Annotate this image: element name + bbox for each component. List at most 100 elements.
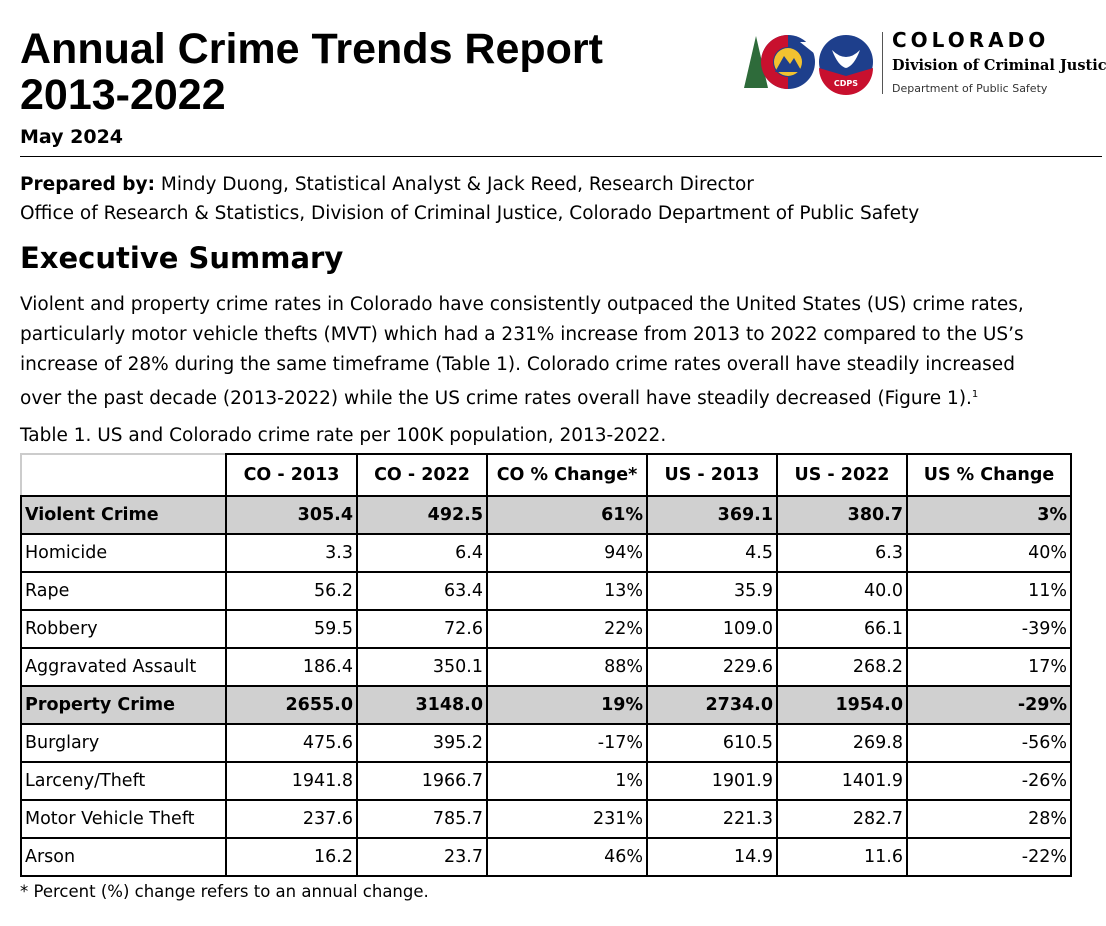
table-cell: 16.2 bbox=[225, 837, 358, 877]
table-cell: 17% bbox=[906, 647, 1072, 687]
table-cell: 380.7 bbox=[776, 495, 908, 535]
row-label: Homicide bbox=[20, 533, 227, 573]
row-label: Aggravated Assault bbox=[20, 647, 227, 687]
category-row: Violent Crime 305.4 492.5 61% 369.1 380.7 3% bbox=[20, 495, 1072, 535]
table-section: Table 1. US and Colorado crime rate per … bbox=[20, 424, 1072, 903]
column-header: US - 2013 bbox=[646, 453, 778, 497]
table-row: Aggravated Assault 186.4 350.1 88% 229.6 268.… bbox=[20, 647, 1072, 687]
table-cell: 282.7 bbox=[776, 799, 908, 839]
row-label: Property Crime bbox=[20, 685, 227, 725]
column-header-blank bbox=[20, 453, 227, 497]
table-cell: 61% bbox=[486, 495, 648, 535]
cdps-logo: CDPS COLORADO Division of Criminal Justi… bbox=[742, 28, 1106, 98]
prepared-by: Prepared by: Mindy Duong, Statistical An… bbox=[20, 170, 919, 228]
table-cell: 88% bbox=[486, 647, 648, 687]
table-cell: 221.3 bbox=[646, 799, 778, 839]
row-label: Motor Vehicle Theft bbox=[20, 799, 227, 839]
table-cell: 2655.0 bbox=[225, 685, 358, 725]
table-cell: 3148.0 bbox=[356, 685, 488, 725]
table-cell: 231% bbox=[486, 799, 648, 839]
table-row: Burglary 475.6 395.2 -17% 610.5 269.8 -56% bbox=[20, 723, 1072, 763]
table-cell: 23.7 bbox=[356, 837, 488, 877]
table-cell: -29% bbox=[906, 685, 1072, 725]
table-cell: 492.5 bbox=[356, 495, 488, 535]
table-cell: -39% bbox=[906, 609, 1072, 649]
table-cell: 13% bbox=[486, 571, 648, 611]
authors: Mindy Duong, Statistical Analyst & Jack … bbox=[155, 174, 754, 195]
table-cell: 4.5 bbox=[646, 533, 778, 573]
column-header: CO - 2013 bbox=[225, 453, 358, 497]
table-cell: 28% bbox=[906, 799, 1072, 839]
table-cell: 1% bbox=[486, 761, 648, 801]
summary-line: particularly motor vehicle thefts (MVT) … bbox=[20, 324, 1024, 345]
header-divider bbox=[20, 156, 1102, 157]
footnote-ref[interactable]: 1 bbox=[971, 389, 979, 400]
summary-line: Violent and property crime rates in Colo… bbox=[20, 294, 1024, 315]
table-cell: 109.0 bbox=[646, 609, 778, 649]
table-cell: 94% bbox=[486, 533, 648, 573]
table-cell: 14.9 bbox=[646, 837, 778, 877]
table-row: Homicide 3.3 6.4 94% 4.5 6.3 40% bbox=[20, 533, 1072, 573]
summary-line: increase of 28% during the same timefram… bbox=[20, 354, 1015, 375]
logo-badge-text: CDPS bbox=[834, 79, 858, 88]
table-cell: 46% bbox=[486, 837, 648, 877]
table-cell: -56% bbox=[906, 723, 1072, 763]
table-cell: 395.2 bbox=[356, 723, 488, 763]
table-footnote: * Percent (%) change refers to an annual… bbox=[20, 882, 429, 901]
table-cell: 6.3 bbox=[776, 533, 908, 573]
table-cell: 1401.9 bbox=[776, 761, 908, 801]
table-cell: 35.9 bbox=[646, 571, 778, 611]
table-cell: 610.5 bbox=[646, 723, 778, 763]
crime-rate-table: CO - 2013 CO - 2022 CO % Change* US - 2013 U… bbox=[20, 453, 1072, 877]
table-cell: 59.5 bbox=[225, 609, 358, 649]
row-label: Rape bbox=[20, 571, 227, 611]
column-header: CO - 2022 bbox=[356, 453, 488, 497]
table-cell: 2734.0 bbox=[646, 685, 778, 725]
table-cell: 19% bbox=[486, 685, 648, 725]
table-cell: -22% bbox=[906, 837, 1072, 877]
table-cell: 369.1 bbox=[646, 495, 778, 535]
table-cell: 237.6 bbox=[225, 799, 358, 839]
table-cell: 1901.9 bbox=[646, 761, 778, 801]
title-line-2: 2013-2022 bbox=[20, 71, 226, 119]
row-label: Robbery bbox=[20, 609, 227, 649]
logo-department: Department of Public Safety bbox=[892, 82, 1048, 95]
table-cell: 305.4 bbox=[225, 495, 358, 535]
title-line-1: Annual Crime Trends Report bbox=[20, 25, 603, 73]
table-row: Robbery 59.5 72.6 22% 109.0 66.1 -39% bbox=[20, 609, 1072, 649]
table-cell: 229.6 bbox=[646, 647, 778, 687]
category-row: Property Crime 2655.0 3148.0 19% 2734.0 1954.… bbox=[20, 685, 1072, 725]
table-cell: 268.2 bbox=[776, 647, 908, 687]
row-label: Larceny/Theft bbox=[20, 761, 227, 801]
table-cell: 1966.7 bbox=[356, 761, 488, 801]
table-cell: -17% bbox=[486, 723, 648, 763]
table-cell: 3% bbox=[906, 495, 1072, 535]
table-cell: 785.7 bbox=[356, 799, 488, 839]
prepared-label: Prepared by: bbox=[20, 174, 156, 195]
office: Office of Research & Statistics, Divisio… bbox=[20, 203, 920, 224]
table-cell: 1954.0 bbox=[776, 685, 908, 725]
table-cell: 40.0 bbox=[776, 571, 908, 611]
table-cell: 269.8 bbox=[776, 723, 908, 763]
table-cell: 22% bbox=[486, 609, 648, 649]
table-cell: 11.6 bbox=[776, 837, 908, 877]
table-cell: 40% bbox=[906, 533, 1072, 573]
column-header: CO % Change* bbox=[486, 453, 648, 497]
table-row: Arson 16.2 23.7 46% 14.9 11.6 -22% bbox=[20, 837, 1072, 877]
table-cell: 66.1 bbox=[776, 609, 908, 649]
table-cell: 186.4 bbox=[225, 647, 358, 687]
table-cell: 6.4 bbox=[356, 533, 488, 573]
summary-paragraph: Violent and property crime rates in Colo… bbox=[20, 290, 1024, 414]
table-row: Motor Vehicle Theft 237.6 785.7 231% 221.3 28… bbox=[20, 799, 1072, 839]
table-row: Rape 56.2 63.4 13% 35.9 40.0 11% bbox=[20, 571, 1072, 611]
summary-line: over the past decade (2013-2022) while t… bbox=[20, 388, 972, 410]
table-cell: -26% bbox=[906, 761, 1072, 801]
table-caption: Table 1. US and Colorado crime rate per … bbox=[20, 425, 667, 446]
report-date: May 2024 bbox=[20, 126, 124, 148]
table-cell: 56.2 bbox=[225, 571, 358, 611]
column-header: US % Change bbox=[906, 453, 1072, 497]
row-label: Burglary bbox=[20, 723, 227, 763]
table-cell: 72.6 bbox=[356, 609, 488, 649]
table-cell: 63.4 bbox=[356, 571, 488, 611]
colorado-c-logo-icon: CDPS bbox=[744, 35, 873, 95]
